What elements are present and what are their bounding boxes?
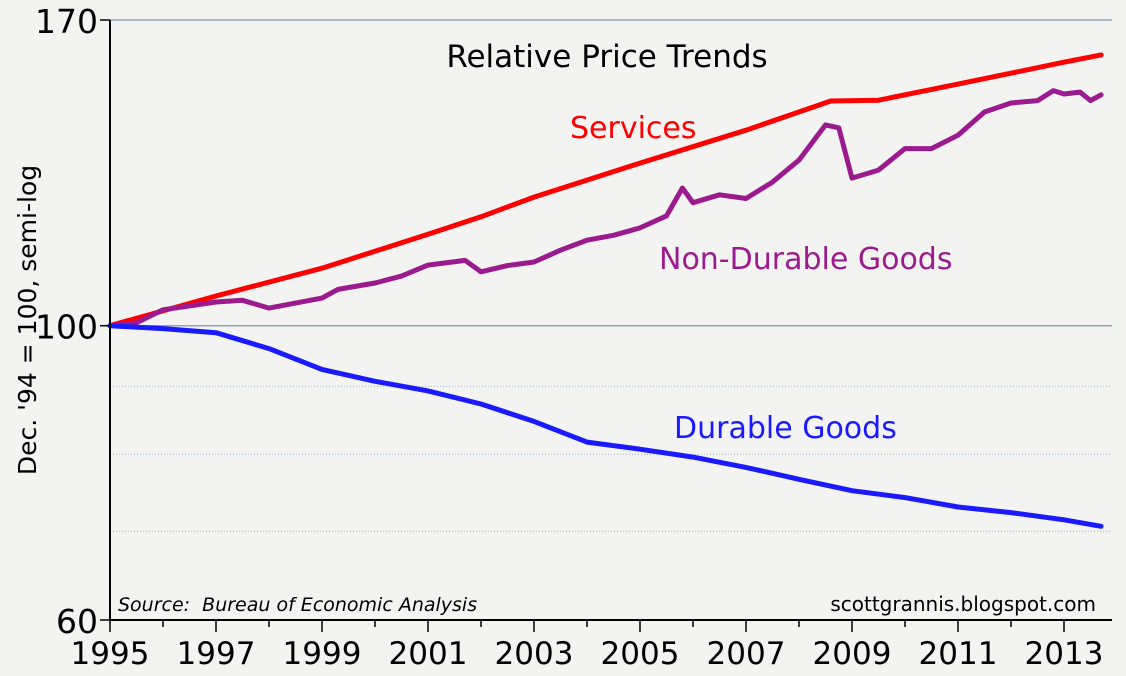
- source-note: Source: Bureau of Economic Analysis: [118, 594, 477, 616]
- series-lines: [107, 52, 1104, 529]
- x-tick-label: 2003: [495, 636, 574, 672]
- x-tick-label: 2009: [813, 636, 892, 672]
- y-tick-label: 170: [35, 2, 98, 41]
- series-line-services: [107, 52, 1104, 329]
- x-tick-label: 1995: [71, 636, 150, 672]
- x-tick-label: 2013: [1025, 636, 1104, 672]
- series-line-non-durable-goods: [107, 88, 1104, 329]
- series-line-durable-goods: [107, 323, 1104, 529]
- series-label-durable-goods: Durable Goods: [674, 411, 897, 446]
- chart-title: Relative Price Trends: [446, 39, 767, 75]
- x-tick-label: 2005: [601, 636, 680, 672]
- gridlines: [110, 19, 1112, 532]
- x-tick-label: 2007: [707, 636, 786, 672]
- series-label-services: Services: [570, 111, 697, 146]
- credit-note: scottgrannis.blogspot.com: [830, 592, 1096, 616]
- y-tick-label: 100: [35, 308, 98, 347]
- y-tick-label: 60: [56, 602, 98, 641]
- y-axis-label: Dec. '94 = 100, semi-log: [13, 165, 42, 475]
- series-label-non-durable-goods: Non-Durable Goods: [659, 242, 952, 277]
- x-tick-label: 1999: [283, 636, 362, 672]
- x-tick-label: 1997: [177, 636, 256, 672]
- axis-ticks: 60 100 170 1995 1997 1999 2001 2003 2005 2007 2009…: [35, 2, 1103, 672]
- x-tick-label: 2001: [389, 636, 468, 672]
- x-tick-label: 2011: [919, 636, 998, 672]
